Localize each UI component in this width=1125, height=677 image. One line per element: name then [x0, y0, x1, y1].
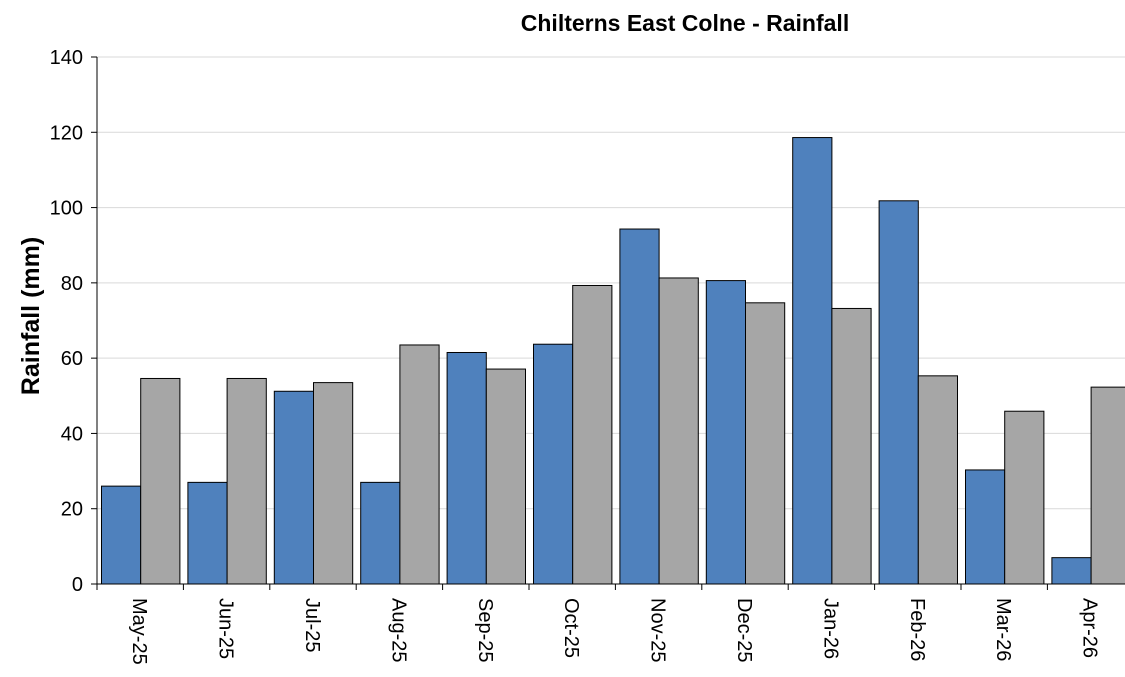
x-tick-label: Apr-26: [1079, 598, 1101, 658]
bar: [361, 482, 400, 584]
y-tick-label: 0: [72, 574, 83, 596]
bar: [314, 383, 353, 584]
x-tick-label: Jun-25: [215, 598, 237, 659]
x-tick-label: Feb-26: [906, 598, 928, 661]
bar: [966, 470, 1005, 584]
x-tick-label: Jan-26: [819, 598, 841, 659]
bar: [102, 486, 141, 584]
bar: [793, 138, 832, 584]
x-tick-label: Oct-25: [560, 598, 582, 658]
chart-title: Chilterns East Colne - Rainfall: [521, 10, 849, 36]
bar: [447, 352, 486, 584]
y-tick-label: 40: [61, 423, 83, 445]
bar: [274, 391, 313, 584]
bar: [706, 281, 745, 584]
y-tick-label: 60: [61, 348, 83, 370]
x-tick-label: Nov-25: [647, 598, 669, 662]
bar: [918, 376, 957, 584]
bar: [1052, 558, 1091, 584]
y-tick-label: 100: [50, 198, 83, 220]
y-tick-label: 20: [61, 499, 83, 521]
x-tick-label: Sep-25: [474, 598, 496, 663]
y-tick-label: 80: [61, 273, 83, 295]
bar: [573, 285, 612, 584]
bar: [1005, 411, 1044, 584]
bar: [832, 308, 871, 584]
bar: [141, 378, 180, 584]
bar: [400, 345, 439, 584]
x-tick-label: Dec-25: [733, 598, 755, 662]
bars: [102, 138, 1125, 584]
bar: [1091, 387, 1125, 584]
x-tick-label: May-25: [128, 598, 150, 665]
bar: [620, 229, 659, 584]
bar: [659, 278, 698, 584]
bar: [746, 303, 785, 584]
bar: [879, 201, 918, 584]
x-tick-label: Mar-26: [992, 598, 1014, 661]
y-tick-label: 120: [50, 122, 83, 144]
x-tick-label: Jul-25: [301, 598, 323, 652]
bar: [188, 482, 227, 584]
bar: [227, 378, 266, 584]
x-tick-label: Aug-25: [387, 598, 409, 663]
bar: [486, 369, 525, 584]
bar: [534, 344, 573, 584]
y-tick-labels: 0 20 40 60 80 100 120 140: [50, 47, 83, 596]
y-tick-label: 140: [50, 47, 83, 69]
y-axis-label: Rainfall (mm): [17, 237, 45, 395]
x-tick-labels: May-25 Jun-25 Jul-25 Aug-25 Sep-25 Oct-25 Nov-…: [128, 598, 1100, 665]
